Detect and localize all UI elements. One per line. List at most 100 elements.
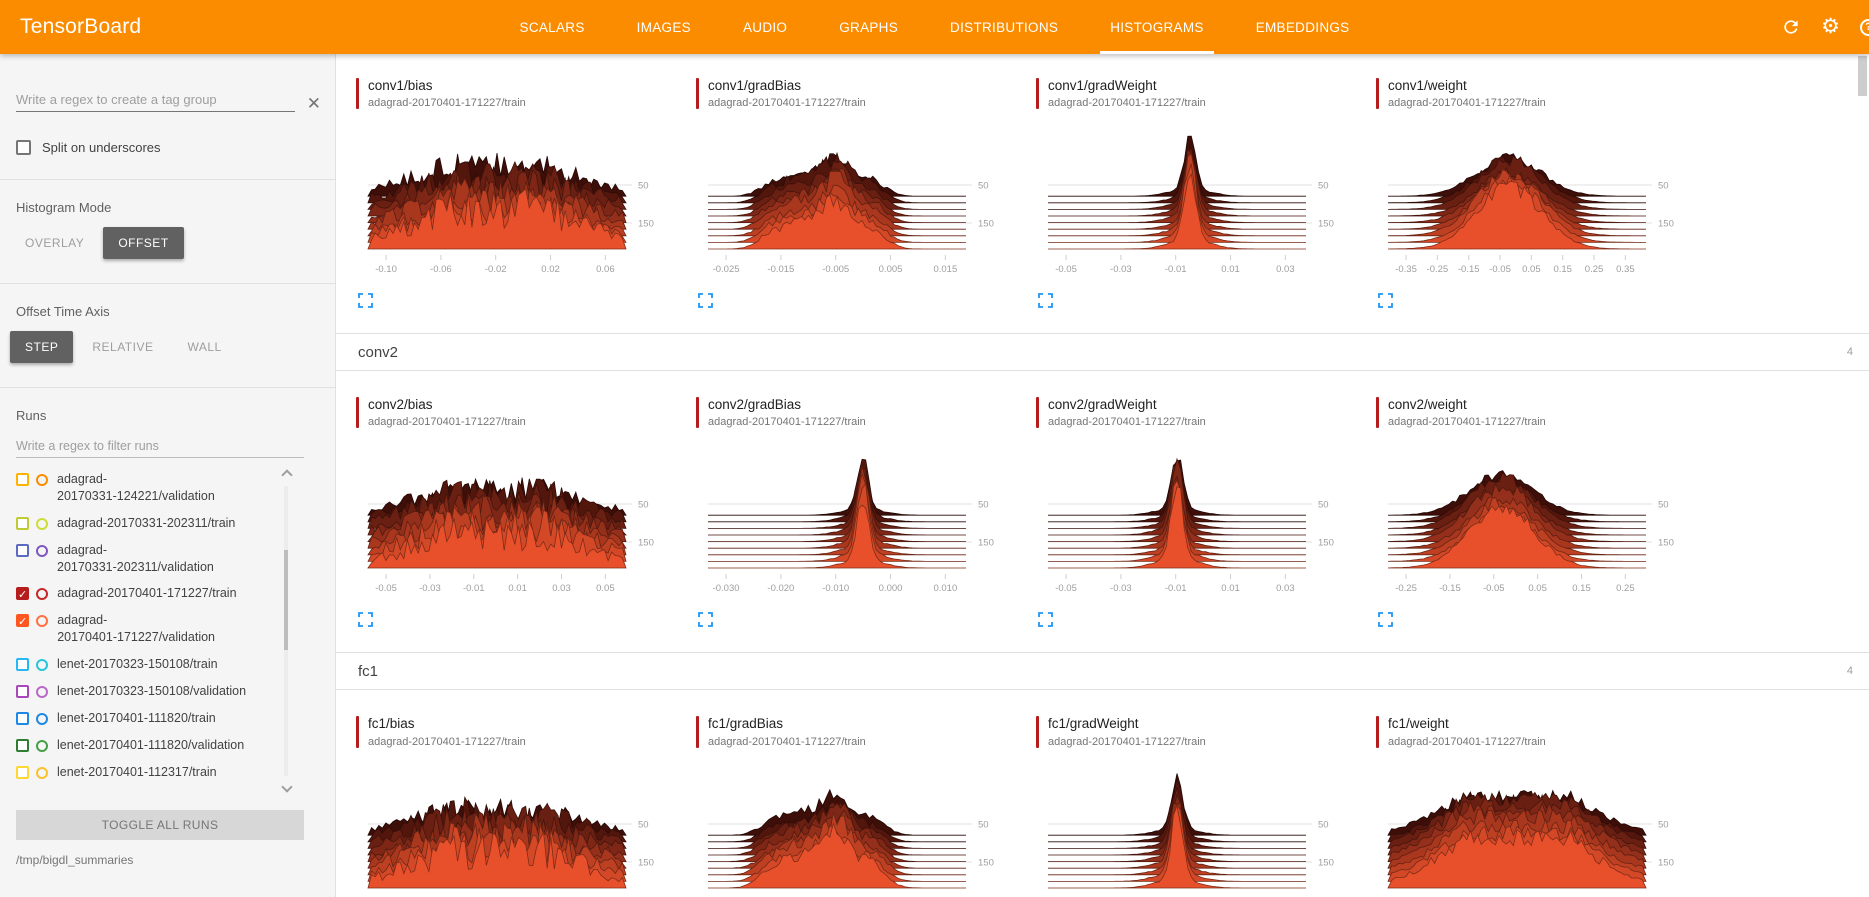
run-item[interactable]: ✓ adagrad- 20170401-171227/validation (16, 607, 335, 651)
card-tag-title: fc1/gradBias (708, 716, 784, 732)
svg-text:-0.05: -0.05 (1489, 264, 1511, 275)
expand-button[interactable] (358, 293, 374, 313)
expand-button[interactable] (1038, 293, 1054, 313)
histogram-ridgeline-chart[interactable]: 50 150 (1376, 760, 1712, 897)
run-accent-bar (356, 78, 359, 110)
histogram-ridgeline-chart[interactable]: 50 150 -0.05 -0.03 -0.01 0.01 0.03 (1036, 440, 1372, 604)
run-color-swatch (36, 685, 48, 698)
run-checkbox[interactable] (16, 738, 29, 752)
histogram-ridgeline-chart[interactable]: 50 150 (356, 760, 692, 897)
tab-distributions[interactable]: DISTRIBUTIONS (950, 19, 1059, 35)
toggle-all-runs-button[interactable]: TOGGLE ALL RUNS (16, 810, 304, 840)
run-item[interactable]: adagrad- 20170331-124221/validation (16, 466, 335, 510)
histogram-card: conv2/weight adagrad-20170401-171227/trai… (1376, 397, 1716, 632)
histogram-card: fc1/gradWeight adagrad-20170401-171227/tr… (1036, 716, 1376, 897)
svg-text:50: 50 (638, 500, 649, 511)
split-underscores-row[interactable]: Split on underscores (16, 140, 319, 155)
app-title: TensorBoard (20, 15, 142, 38)
svg-text:0.35: 0.35 (1616, 264, 1635, 275)
run-checkbox[interactable] (16, 658, 29, 671)
clear-tag-filter-icon[interactable]: ✕ (306, 94, 321, 113)
svg-text:150: 150 (978, 538, 994, 549)
histogram-ridgeline-chart[interactable]: 50 150 -0.10 -0.06 -0.02 0.02 0.06 (356, 121, 692, 285)
settings-icon[interactable]: ⚙ (1821, 15, 1840, 38)
histogram-ridgeline-chart[interactable]: 50 150 (1036, 760, 1372, 897)
run-checkbox[interactable] (16, 765, 29, 779)
run-checkbox[interactable]: ✓ (16, 614, 30, 629)
offset-time-axis-wall-button[interactable]: WALL (172, 331, 236, 363)
run-checkbox[interactable] (16, 684, 29, 698)
expand-button[interactable] (1378, 612, 1394, 632)
run-accent-bar (1376, 716, 1379, 748)
expand-button[interactable] (698, 612, 714, 632)
histogram-ridgeline-chart[interactable]: 50 150 -0.05 -0.03 -0.01 0.01 0.03 0.05 (356, 440, 692, 604)
histogram-ridgeline-chart[interactable]: 50 150 -0.35 -0.25 -0.15 -0.05 0.05 0.15 0.25 0.3… (1376, 121, 1712, 285)
run-checkbox[interactable] (16, 711, 29, 725)
run-accent-bar (696, 397, 699, 429)
run-color-swatch (36, 766, 48, 779)
run-item[interactable]: lenet-20170323-150108/validation (16, 678, 335, 705)
histogram-ridgeline-chart[interactable]: 50 150 -0.05 -0.03 -0.01 0.01 0.03 (1036, 121, 1372, 285)
svg-text:0.05: 0.05 (1522, 264, 1541, 275)
svg-text:0.01: 0.01 (1221, 583, 1240, 594)
run-regex-input[interactable] (16, 435, 304, 458)
svg-text:0.25: 0.25 (1616, 583, 1635, 594)
svg-text:0.000: 0.000 (879, 583, 903, 594)
histogram-mode-overlay-button[interactable]: OVERLAY (10, 227, 99, 259)
help-icon[interactable]: ? (1860, 18, 1869, 36)
run-item[interactable]: lenet-20170401-112317/train (16, 759, 335, 786)
card-run-name: adagrad-20170401-171227/train (368, 97, 526, 110)
svg-text:-0.01: -0.01 (1165, 264, 1187, 275)
checkbox-icon[interactable] (16, 140, 31, 155)
run-item[interactable]: adagrad- 20170331-202311/validation (16, 537, 335, 581)
run-item[interactable]: lenet-20170401-111820/validation (16, 732, 335, 759)
run-accent-bar (1036, 716, 1039, 748)
main-scrollbar-thumb[interactable] (1858, 56, 1867, 96)
run-item[interactable]: ✓ adagrad-20170401-171227/train (16, 580, 335, 607)
histogram-ridgeline-chart[interactable]: 50 150 (696, 760, 1032, 897)
card-tag-title: fc1/weight (1388, 716, 1449, 732)
histogram-card: conv1/gradWeight adagrad-20170401-171227/… (1036, 78, 1376, 313)
histogram-card: fc1/weight adagrad-20170401-171227/train 5… (1376, 716, 1716, 897)
expand-button[interactable] (1378, 293, 1394, 313)
offset-time-axis-relative-button[interactable]: RELATIVE (77, 331, 168, 363)
offset-time-axis-step-button[interactable]: STEP (10, 331, 74, 363)
run-item[interactable]: lenet-20170401-111820/train (16, 705, 335, 732)
refresh-icon[interactable] (1781, 17, 1801, 37)
histogram-ridgeline-chart[interactable]: 50 150 -0.025 -0.015 -0.005 0.005 0.015 (696, 121, 1032, 285)
histogram-mode-toggle: OVERLAY OFFSET (10, 227, 325, 259)
run-item[interactable]: adagrad-20170331-202311/train (16, 510, 335, 537)
run-color-swatch (36, 739, 48, 752)
run-item[interactable]: lenet-20170323-150108/train (16, 651, 335, 678)
section-header[interactable]: fc1 4 (336, 652, 1869, 691)
histogram-ridgeline-chart[interactable]: 50 150 -0.25 -0.15 -0.05 0.05 0.15 0.25 (1376, 440, 1712, 604)
runs-scrollbar-thumb[interactable] (284, 550, 288, 650)
tab-graphs[interactable]: GRAPHS (839, 19, 899, 35)
histogram-card: conv1/bias adagrad-20170401-171227/train 5… (356, 78, 696, 313)
section-header[interactable]: conv2 4 (336, 333, 1869, 372)
run-checkbox[interactable]: ✓ (16, 587, 30, 602)
tab-audio[interactable]: AUDIO (742, 19, 788, 35)
tab-images[interactable]: IMAGES (636, 19, 691, 35)
run-checkbox[interactable] (16, 473, 29, 486)
offset-time-axis-toggle: STEP RELATIVE WALL (10, 331, 325, 363)
card-tag-title: conv2/weight (1388, 397, 1467, 413)
histogram-ridgeline-chart[interactable]: 50 150 -0.030 -0.020 -0.010 0.000 0.010 (696, 440, 1032, 604)
tab-histograms[interactable]: HISTOGRAMS (1084, 0, 1230, 54)
run-color-swatch (36, 615, 49, 628)
expand-button[interactable] (358, 612, 374, 632)
tab-embeddings[interactable]: EMBEDDINGS (1255, 19, 1350, 35)
expand-button[interactable] (698, 293, 714, 313)
card-run-name: adagrad-20170401-171227/train (368, 735, 526, 748)
run-color-swatch (36, 474, 48, 486)
histogram-mode-offset-button[interactable]: OFFSET (103, 227, 184, 259)
histogram-card: conv1/gradBias adagrad-20170401-171227/tr… (696, 78, 1036, 313)
tab-scalars[interactable]: SCALARS (519, 19, 585, 35)
run-accent-bar (696, 78, 699, 110)
tag-regex-input[interactable] (16, 88, 295, 112)
run-checkbox[interactable] (16, 543, 29, 557)
run-accent-bar (1376, 397, 1379, 429)
expand-button[interactable] (1038, 612, 1054, 632)
run-checkbox[interactable] (16, 516, 29, 530)
svg-text:-0.03: -0.03 (1110, 583, 1132, 594)
